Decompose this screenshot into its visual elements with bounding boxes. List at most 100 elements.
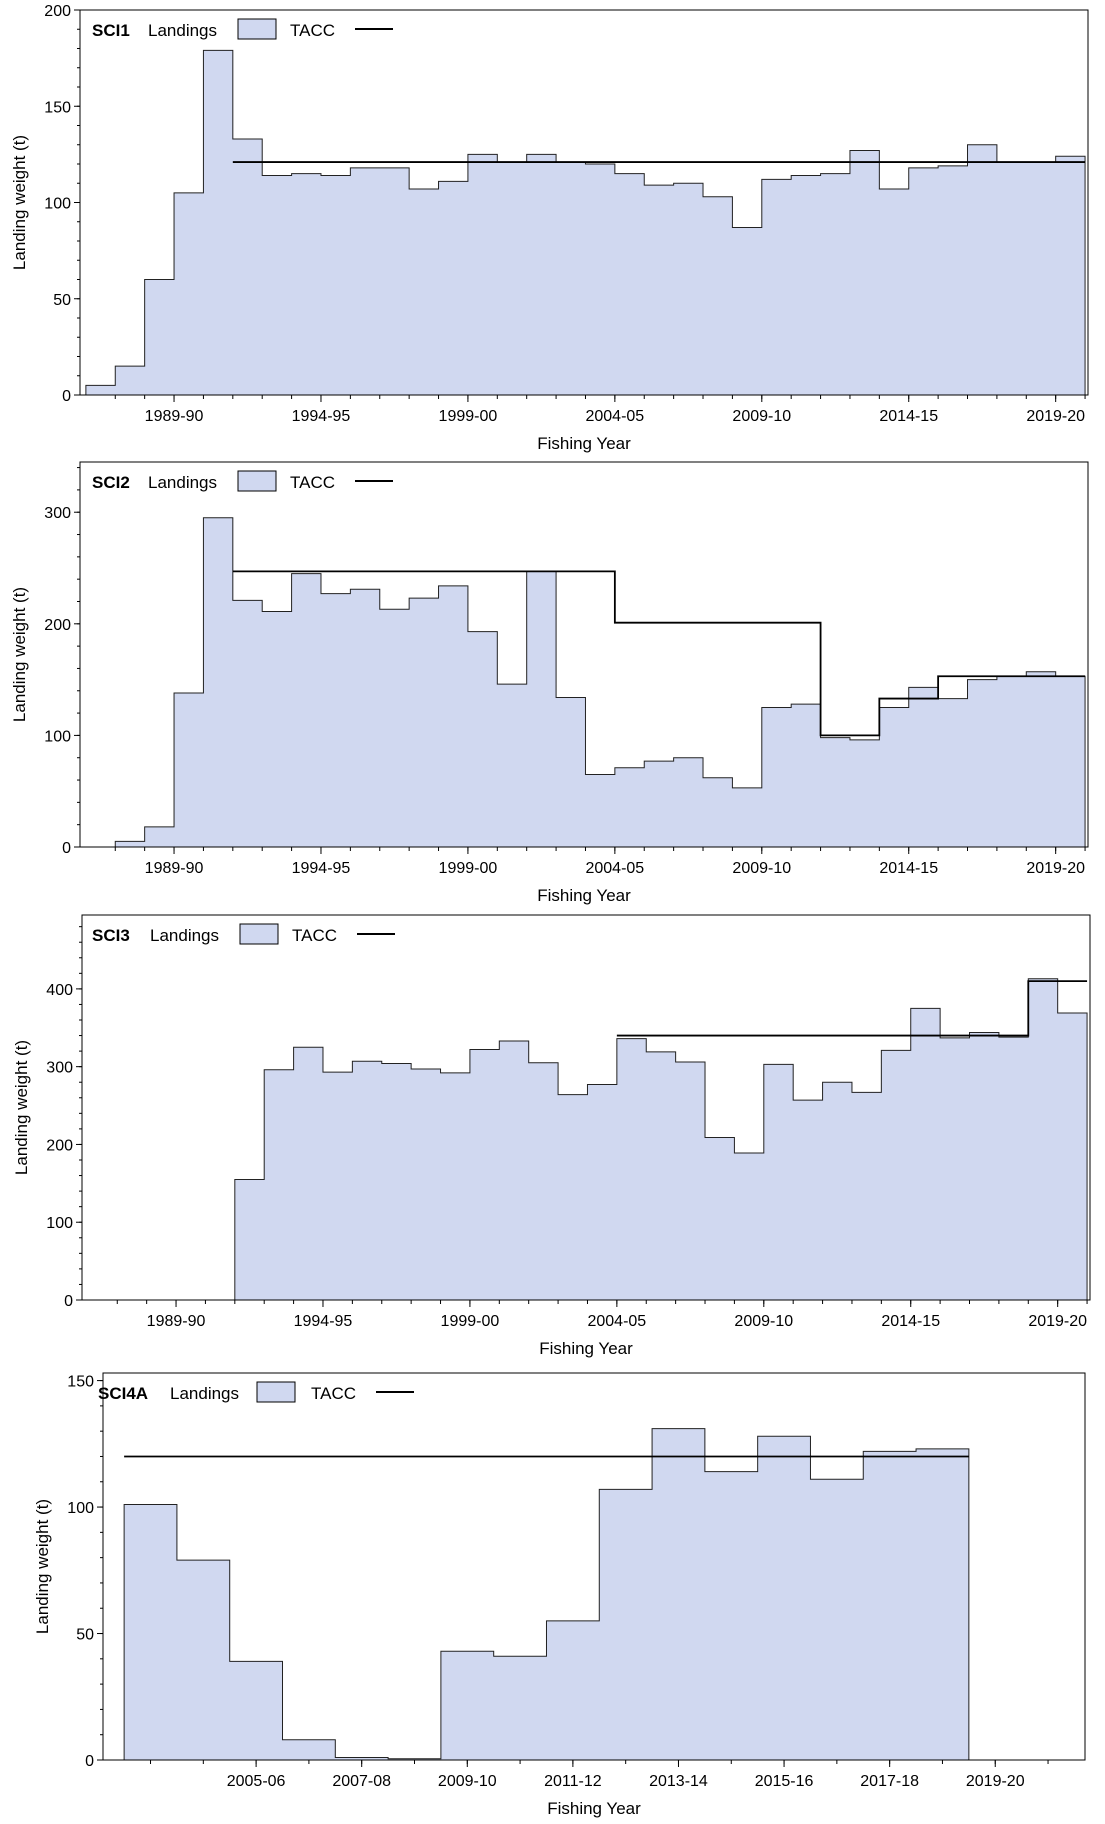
landings-bar [335,1757,389,1760]
landings-bar [1026,162,1057,395]
landings-bar [908,687,939,847]
legend-label-landings: Landings [148,473,217,492]
landings-bar [705,1137,735,1300]
landings-bar [409,189,439,395]
landings-bar [585,774,616,847]
y-tick-label: 300 [44,505,71,522]
y-tick-label: 0 [62,388,71,405]
landings-bar [174,693,204,847]
landings-bar [820,737,851,847]
landings-bar [587,1084,618,1300]
landings-outline [114,517,1086,847]
landings-bar [438,585,469,847]
x-tick-label: 2013-14 [649,1773,708,1790]
landings-bar [379,609,410,847]
x-tick-label: 2015-16 [755,1773,814,1790]
legend-swatch-landings [237,470,277,492]
x-tick-label: 1989-90 [147,1313,206,1330]
landings-bar [440,1651,495,1760]
landings-bar [467,154,498,395]
landings-bar [558,1094,588,1300]
y-tick-label: 0 [64,1293,73,1310]
x-tick-label: 1994-95 [292,860,351,877]
landings-bar [675,1062,706,1300]
landings-bar [85,385,116,395]
landings-bar [614,173,645,395]
plot-border [79,461,1089,848]
legend-swatch-landings [239,923,279,945]
x-tick-label: 2009-10 [734,1313,793,1330]
x-axis-title: Fishing Year [537,434,631,453]
legend-label-tacc: TACC [290,21,335,40]
landings-bar [673,183,704,395]
landings-bar [381,1063,412,1300]
landings-bar [644,185,675,395]
landings-bar [863,1451,917,1760]
plot-border [102,1372,1086,1761]
x-tick-label: 2019-20 [966,1773,1025,1790]
chart-panel-4: 0 50 100 150 2005-06 2007-08 2009-10 2011-12 201… [33,1372,1086,1818]
landings-bar [438,181,469,395]
landings-bar [174,192,204,395]
landings-bar [599,1489,653,1760]
landings-bar [703,196,733,395]
landings-bar [322,1072,353,1300]
plot-border [81,914,1091,1301]
y-tick-label: 0 [85,1753,94,1770]
landings-bar [734,1153,765,1300]
landings-bar [820,173,851,395]
x-tick-label: 2014-15 [881,1313,940,1330]
landings-bar [320,175,351,395]
x-tick-label: 1999-00 [439,860,498,877]
legend-label-tacc: TACC [290,473,335,492]
landings-bar [467,631,498,847]
landings-bar [203,517,234,847]
y-tick-label: 100 [44,196,71,213]
x-tick-label: 1999-00 [439,408,498,425]
landings-bar [499,1041,530,1300]
landings-bar [646,1051,677,1300]
landings-bar [176,1560,231,1760]
landings-bar [704,1471,759,1760]
y-tick-label: 100 [44,728,71,745]
x-tick-label: 2004-05 [585,408,644,425]
landings-bar [810,1479,864,1760]
y-tick-label: 200 [46,1137,73,1154]
landings-bar [967,679,998,847]
landings-bar [703,777,733,847]
landings-bar [203,50,234,396]
landings-bar [350,167,381,395]
x-tick-label: 2019-20 [1028,1313,1087,1330]
landings-bar [528,1062,559,1300]
landings-bar [673,757,704,847]
legend-label-landings: Landings [170,1384,239,1403]
landings-bar [526,571,557,847]
legend-label-landings: Landings [150,926,219,945]
landings-bar [291,173,322,395]
chart-panel-1: 0 50 100 150 200 1989-90 1994-95 1999-00 2004-05… [10,3,1089,453]
x-tick-label: 2014-15 [879,860,938,877]
y-axis-title: Landing weight (t) [10,587,29,722]
landings-bar [1057,1013,1088,1300]
y-tick-label: 200 [44,3,71,20]
landings-bar [822,1082,853,1300]
y-tick-label: 100 [46,1215,73,1232]
x-tick-label: 2011-12 [544,1773,602,1790]
x-tick-label: 1989-90 [145,408,204,425]
landings-bar [585,164,616,395]
landings-outline [123,1428,970,1760]
legend-label-tacc: TACC [311,1384,356,1403]
landings-bar [938,165,968,395]
landings-bar [879,189,910,395]
landings-bar [379,167,410,395]
landings-bar [996,162,1027,395]
landings-bar [938,698,968,847]
landings-bar [232,600,263,847]
landings-bar [793,1100,823,1300]
landings-bar [388,1758,442,1760]
y-tick-label: 0 [62,840,71,857]
landings-bar [732,227,763,395]
panel-title: SCI2 [92,473,130,492]
landings-bar [763,1064,794,1300]
